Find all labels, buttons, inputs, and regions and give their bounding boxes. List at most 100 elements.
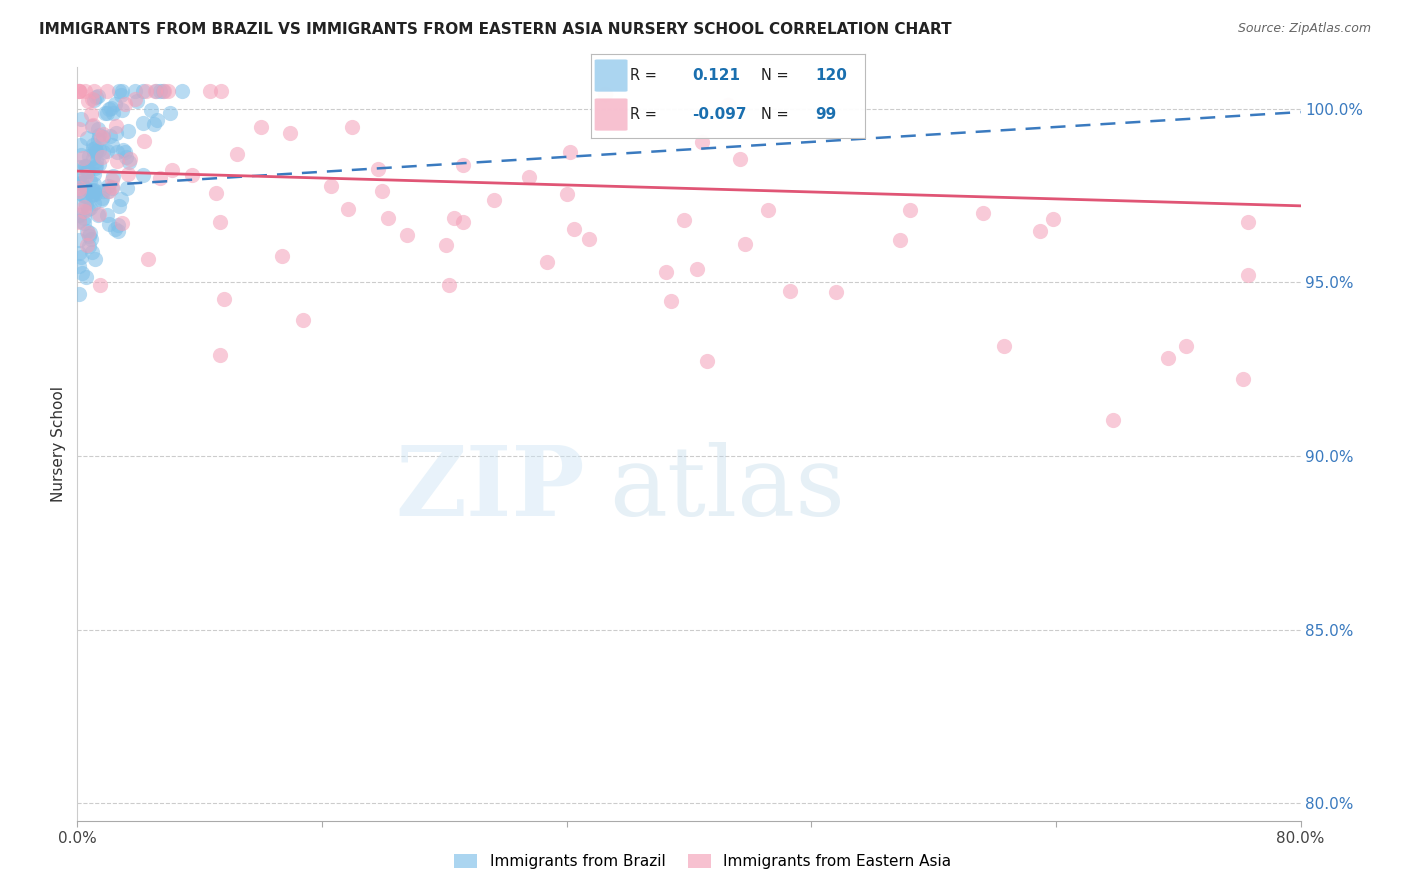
Point [67, 287, 90, 301]
Point [67, 84, 90, 98]
Point [443, 211, 465, 225]
Point [75, 161, 97, 175]
Point [67, 184, 90, 198]
Point [127, 94, 149, 108]
Point [107, 224, 129, 238]
Text: -0.097: -0.097 [692, 107, 747, 122]
Point [135, 84, 157, 98]
Point [72, 200, 94, 214]
Point [80, 187, 103, 202]
Point [180, 168, 202, 182]
Point [993, 339, 1015, 353]
Text: 99: 99 [815, 107, 837, 122]
Point [1029, 224, 1052, 238]
Point [76, 224, 98, 238]
Point [107, 84, 129, 98]
Point [132, 116, 155, 130]
Point [152, 84, 174, 98]
Point [117, 124, 139, 138]
Point [101, 106, 124, 120]
Point [97, 102, 120, 116]
Point [1042, 211, 1064, 226]
Point [117, 181, 139, 195]
Point [83, 184, 105, 198]
Point [756, 203, 779, 218]
Point [87, 207, 110, 221]
Point [97, 184, 120, 198]
Point [209, 84, 232, 98]
Point [156, 84, 179, 98]
Text: atlas: atlas [609, 442, 845, 536]
Point [72, 187, 94, 202]
Point [97, 178, 120, 193]
Point [1237, 215, 1260, 229]
Point [76, 164, 98, 178]
Point [70, 112, 93, 127]
Point [101, 137, 124, 152]
Point [124, 92, 146, 106]
Point [70, 200, 93, 214]
Point [67, 181, 90, 195]
Point [72, 211, 94, 225]
Point [82, 137, 104, 152]
Point [75, 169, 97, 183]
Point [67, 259, 90, 273]
Point [83, 84, 105, 98]
Point [90, 194, 112, 208]
Text: ZIP: ZIP [395, 442, 585, 536]
Point [80, 106, 103, 120]
Point [143, 117, 166, 131]
Point [562, 221, 585, 235]
Point [82, 92, 104, 106]
Text: N =: N = [761, 68, 793, 83]
Point [83, 183, 105, 197]
Point [70, 174, 93, 188]
Point [75, 84, 97, 98]
Point [271, 249, 294, 263]
Text: 120: 120 [815, 68, 848, 83]
Point [67, 215, 90, 229]
Point [132, 84, 155, 98]
Point [136, 252, 159, 267]
FancyBboxPatch shape [595, 60, 627, 92]
Point [89, 278, 111, 293]
Text: 0.121: 0.121 [692, 68, 740, 83]
Point [83, 93, 105, 107]
Point [105, 154, 128, 169]
Point [114, 96, 136, 111]
Point [91, 145, 114, 160]
Point [110, 88, 132, 103]
Point [67, 233, 90, 247]
Point [91, 129, 114, 144]
Text: Source: ZipAtlas.com: Source: ZipAtlas.com [1237, 22, 1371, 36]
Point [120, 153, 142, 167]
Point [80, 120, 103, 134]
Point [160, 163, 183, 178]
Point [94, 105, 117, 120]
Text: N =: N = [761, 107, 793, 122]
Point [98, 128, 121, 143]
Point [67, 84, 90, 98]
Point [779, 284, 801, 298]
Point [557, 187, 579, 202]
Point [108, 199, 131, 213]
Point [76, 164, 98, 178]
Point [79, 232, 101, 246]
Point [82, 118, 104, 132]
Point [97, 184, 120, 198]
Point [482, 194, 505, 208]
Point [149, 170, 172, 185]
Point [111, 103, 134, 118]
Point [90, 150, 112, 164]
Point [96, 84, 118, 98]
Point [139, 103, 162, 117]
Point [82, 183, 104, 197]
FancyBboxPatch shape [595, 98, 627, 130]
Point [451, 215, 474, 229]
Point [84, 159, 107, 173]
Point [75, 269, 97, 284]
Point [1237, 268, 1260, 282]
Point [132, 134, 155, 148]
Point [100, 101, 122, 115]
Point [73, 203, 96, 218]
